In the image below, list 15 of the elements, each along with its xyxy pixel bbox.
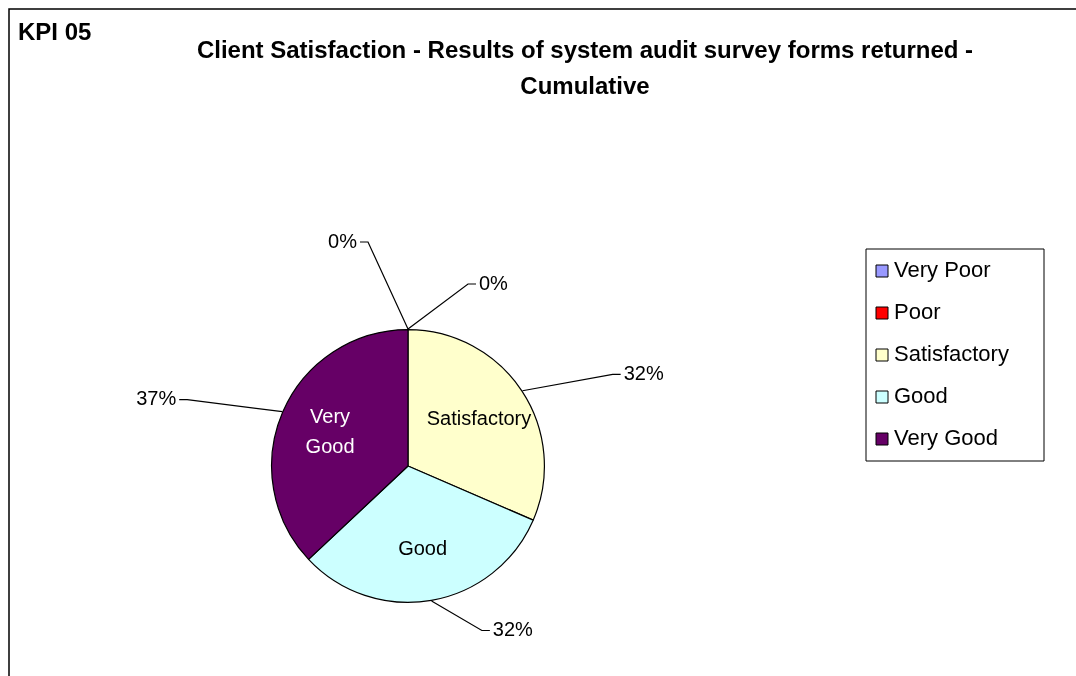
data-label: 32% (623, 361, 664, 384)
data-label: 37% (136, 387, 177, 410)
data-label: 32% (492, 618, 534, 641)
legend-label: Very Good (894, 425, 998, 451)
text: KPI 05 (18, 17, 92, 45)
text: 0% (479, 271, 508, 294)
legend-label: Satisfactory (894, 341, 1009, 367)
slice-label: Good (398, 537, 448, 560)
legend-label: Good (894, 383, 948, 409)
slice-label: Very Good (305, 404, 355, 457)
slice-label: Satisfactory (426, 406, 532, 429)
chart-title: Client Satisfaction - Results of system audit survey forms returned - Cumulative (196, 35, 974, 99)
text: 0% (328, 229, 357, 252)
legend-label: Very Poor (894, 257, 991, 283)
legend-label: Poor (894, 299, 941, 325)
